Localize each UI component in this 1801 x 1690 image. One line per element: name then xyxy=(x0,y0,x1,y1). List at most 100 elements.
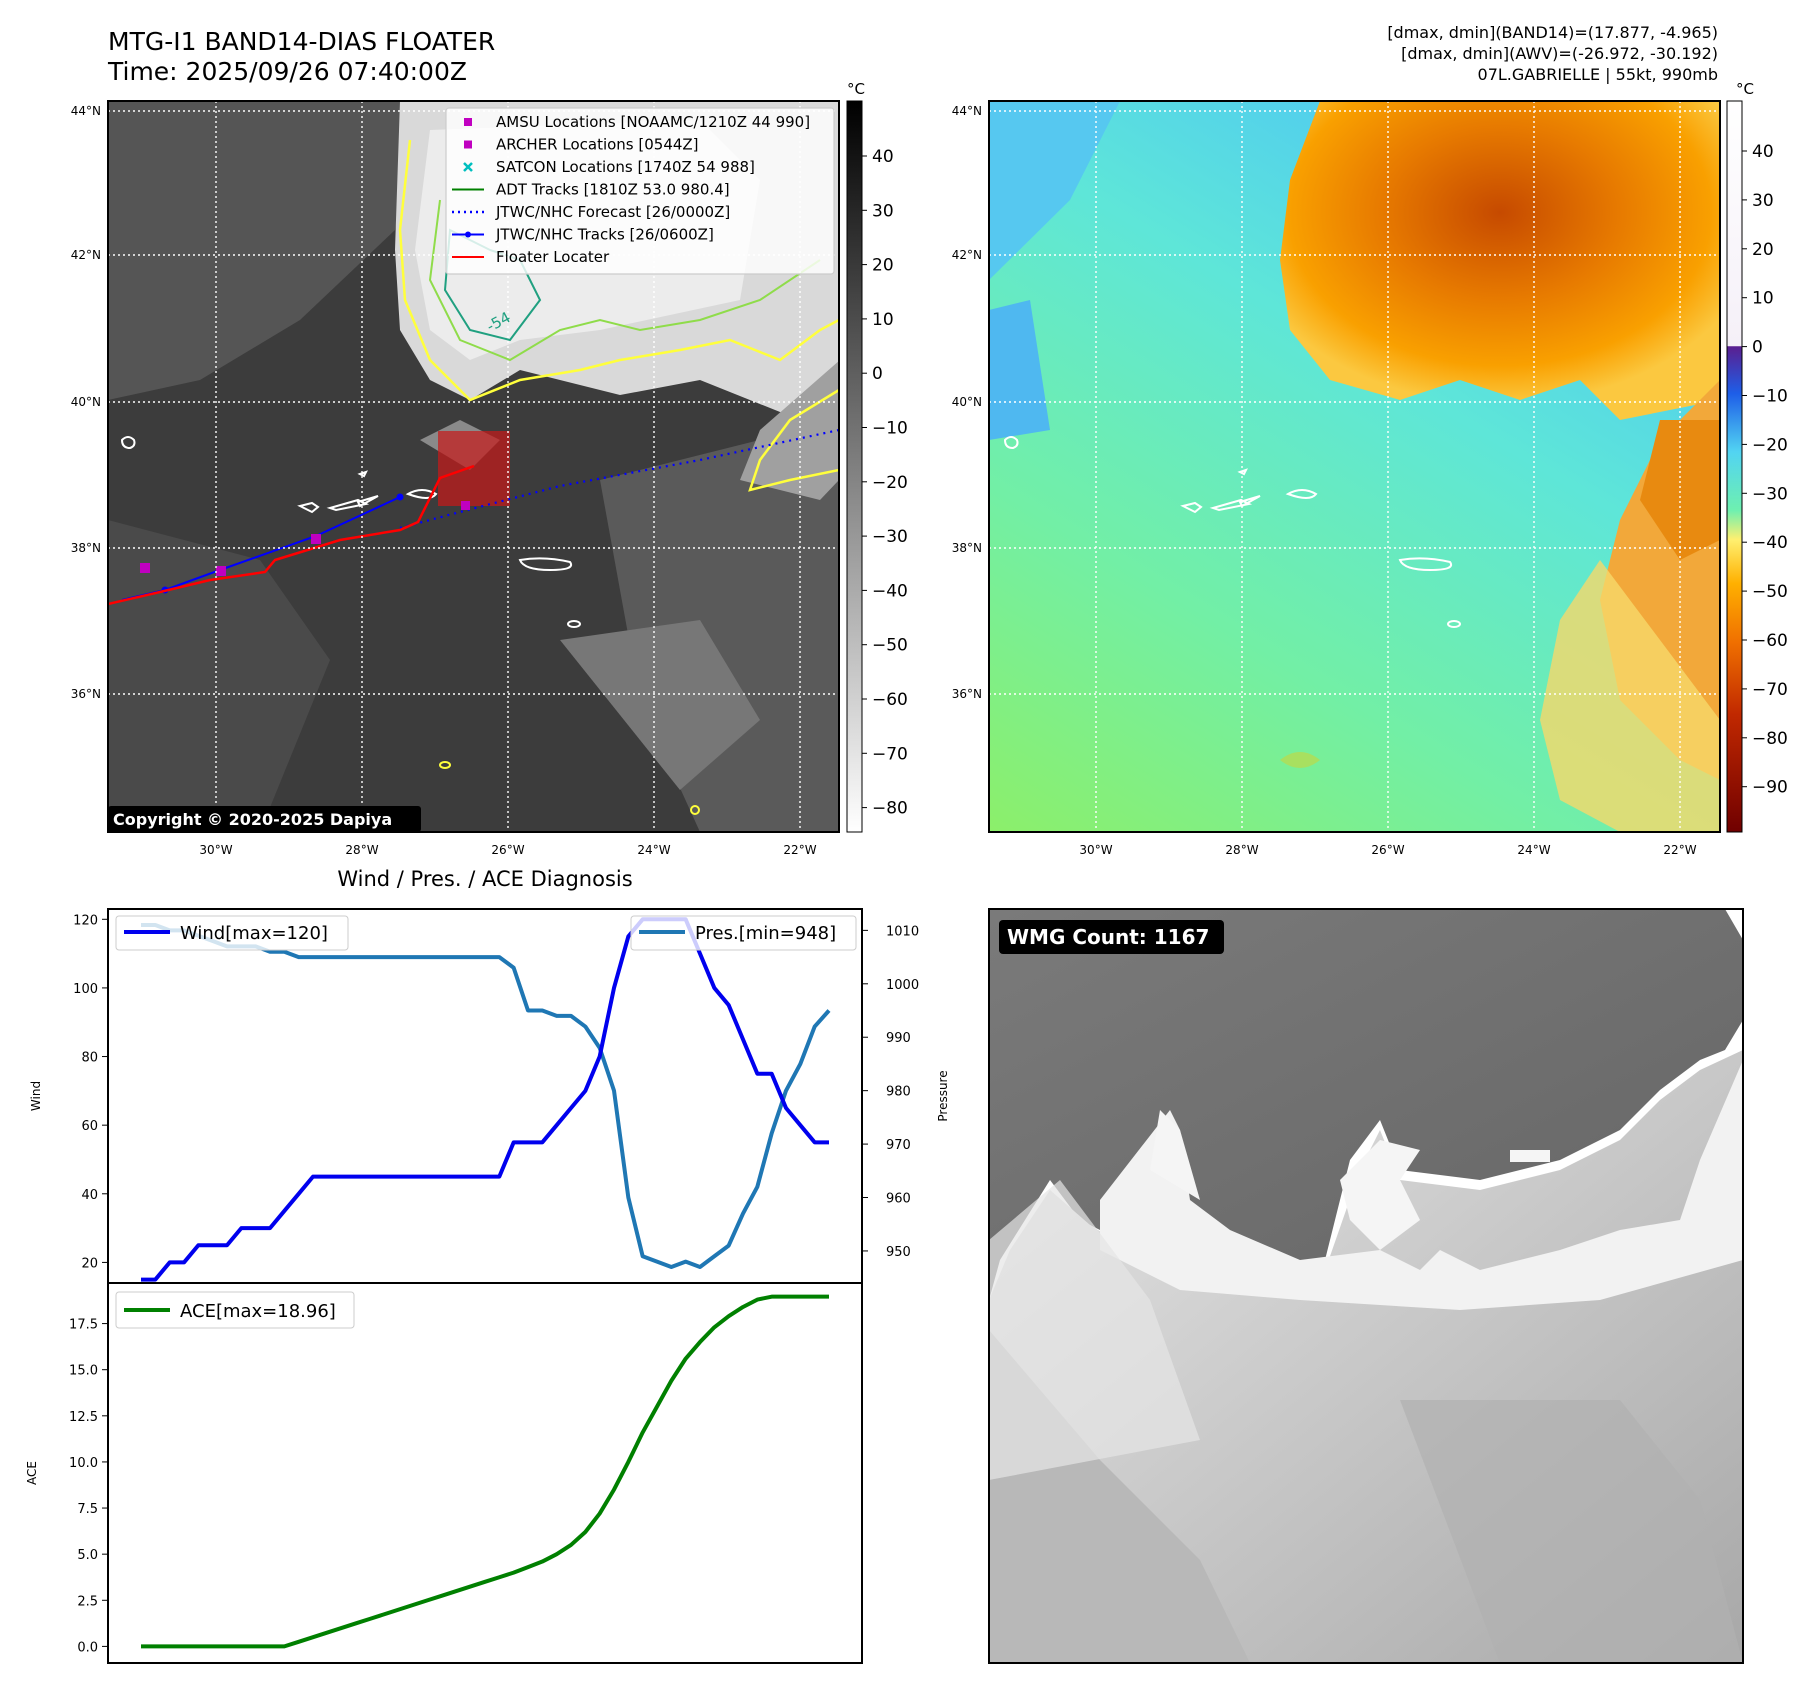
pressure-legend: Pres.[min=948] xyxy=(630,915,857,951)
lat-label: 38°N xyxy=(71,541,101,555)
y-tick-label: 120 xyxy=(73,913,98,928)
y2-tick-label: 980 xyxy=(886,1085,911,1100)
pressure-axis-ticks: 1010 1000 990 980 970 960 950 xyxy=(862,924,919,1260)
lat-label: 40°N xyxy=(71,395,101,409)
legend-label: Floater Locater xyxy=(496,248,610,266)
y-tick-label: 2.5 xyxy=(77,1594,98,1609)
colorbar-tick-label: −20 xyxy=(1752,435,1788,455)
y-tick-label: 12.5 xyxy=(69,1410,98,1425)
ace-axes xyxy=(107,1282,863,1664)
diag-title: Wind / Pres. / ACE Diagnosis xyxy=(337,867,632,891)
colorbar-tick-label: 0 xyxy=(1752,338,1763,358)
wind-pres-axes xyxy=(107,908,863,1284)
y-tick-label: 20 xyxy=(81,1256,98,1271)
lat-label: 38°N xyxy=(952,541,982,555)
colorbar-tick-label: −70 xyxy=(1752,680,1788,700)
colorbar-tick-label: −30 xyxy=(872,527,908,547)
ir-colorbar-unit: °C xyxy=(847,80,865,98)
colorbar-tick-label: −40 xyxy=(872,581,908,601)
y2-tick-label: 1000 xyxy=(886,978,919,993)
colorbar-tick-label: 40 xyxy=(872,147,894,167)
lon-label: 30°W xyxy=(199,843,232,857)
colorbar-tick-label: −60 xyxy=(872,690,908,710)
ir-panel: -54 AMSU Locations [NOAAMC/1210Z 44 990]… xyxy=(71,80,908,857)
legend-marker-dot xyxy=(465,231,471,238)
ace-series-line xyxy=(141,1294,829,1649)
y2-tick-label: 950 xyxy=(886,1245,911,1260)
colorbar-tick-label: −50 xyxy=(872,636,908,656)
lat-label: 36°N xyxy=(71,687,101,701)
diag-panel: Wind / Pres. / ACE Diagnosis 120 100 80 60 4… xyxy=(25,867,950,1664)
y-tick-label: 15.0 xyxy=(69,1364,98,1379)
pressure-ylabel: Pressure xyxy=(936,1070,950,1121)
y-tick-label: 7.5 xyxy=(77,1502,98,1517)
legend-marker xyxy=(463,162,473,172)
copyright-text: Copyright © 2020-2025 Dapiya xyxy=(113,810,392,829)
colorbar-tick-label: −80 xyxy=(872,799,908,819)
colorbar-tick-label: −90 xyxy=(1752,778,1788,798)
lat-label: 40°N xyxy=(952,395,982,409)
lat-label: 36°N xyxy=(952,687,982,701)
y2-tick-label: 960 xyxy=(886,1192,911,1207)
colorbar-tick-label: −30 xyxy=(1752,484,1788,504)
legend-label: ADT Tracks [1810Z 53.0 980.4] xyxy=(496,181,730,199)
y2-tick-label: 990 xyxy=(886,1031,911,1046)
legend-label: AMSU Locations [NOAAMC/1210Z 44 990] xyxy=(496,113,810,131)
lat-label: 42°N xyxy=(71,248,101,262)
y-tick-label: 80 xyxy=(81,1051,98,1066)
colorbar-tick-label: 10 xyxy=(872,310,894,330)
wv-gridlines xyxy=(989,101,1720,832)
stats-awv: [dmax, dmin](AWV)=(-26.972, -30.192) xyxy=(1401,44,1718,63)
legend-marker xyxy=(464,118,472,126)
lon-label: 22°W xyxy=(783,843,816,857)
lon-label: 26°W xyxy=(491,843,524,857)
legend-label: JTWC/NHC Forecast [26/0000Z] xyxy=(495,203,730,221)
copyright-badge xyxy=(108,806,421,832)
ace-ylabel: ACE xyxy=(25,1461,39,1485)
wv-panel: °C 403020100−10−20−30−40−50−60−70−80−90 … xyxy=(952,80,1788,857)
y-tick-label: 17.5 xyxy=(69,1318,98,1333)
colorbar-tick-label: 20 xyxy=(1752,240,1774,260)
colorbar-tick-label: −10 xyxy=(872,419,908,439)
wmg-panel: WMG Count: 1167 xyxy=(988,908,1744,1664)
colorbar-tick-label: −70 xyxy=(872,744,908,764)
colorbar-tick-label: −10 xyxy=(1752,387,1788,407)
y2-tick-label: 1010 xyxy=(886,924,919,939)
lon-label: 26°W xyxy=(1371,843,1404,857)
ir-colorbar-ticks: 40 30 20 10 0 −10 −20 −30 −40 −50 −60 −70 −80 xyxy=(862,147,908,819)
wmg-count-badge xyxy=(999,920,1224,954)
pressure-legend-label: Pres.[min=948] xyxy=(695,923,836,944)
lon-label: 24°W xyxy=(637,843,670,857)
colorbar-tick-label: −40 xyxy=(1752,533,1788,553)
wind-legend: Wind[max=120] xyxy=(115,915,349,951)
lon-label: 28°W xyxy=(1225,843,1258,857)
ace-axis-ticks: 17.5 15.0 12.5 10.0 7.5 5.0 2.5 0.0 xyxy=(69,1318,108,1655)
lon-label: 24°W xyxy=(1517,843,1550,857)
colorbar-tick-label: 10 xyxy=(1752,289,1774,309)
wind-axis-ticks: 120 100 80 60 40 20 xyxy=(73,913,108,1271)
lat-label: 44°N xyxy=(71,104,101,118)
ir-colorbar xyxy=(846,100,863,833)
wind-legend-label: Wind[max=120] xyxy=(180,923,328,944)
colorbar-tick-label: 30 xyxy=(1752,191,1774,211)
lon-label: 30°W xyxy=(1079,843,1112,857)
colorbar-tick-label: 0 xyxy=(872,364,883,384)
wv-colorbar-ticks: 40 30 20 10 0 −10 −20 −30 −40 −50 −60 −70 −80 −90 xyxy=(1742,142,1788,798)
legend-label: SATCON Locations [1740Z 54 988] xyxy=(496,158,755,176)
legend-marker xyxy=(464,140,472,149)
colorbar-tick-label: −80 xyxy=(1752,729,1788,749)
colorbar-tick-label: 30 xyxy=(872,201,894,221)
wind-ylabel: Wind xyxy=(29,1081,43,1111)
figure-title-line1: MTG-I1 BAND14-DIAS FLOATER xyxy=(108,27,496,56)
lat-label: 44°N xyxy=(952,104,982,118)
legend-label: ARCHER Locations [0544Z] xyxy=(496,136,699,154)
stats-band14: [dmax, dmin](BAND14)=(17.877, -4.965) xyxy=(1387,23,1718,42)
wind-series-line xyxy=(141,917,829,1282)
wv-colorbar-unit: °C xyxy=(1736,80,1754,98)
wv-lat-labels: 44°N 42°N 40°N 38°N 36°N xyxy=(952,104,982,701)
legend-label: JTWC/NHC Tracks [26/0600Z] xyxy=(495,226,714,244)
wv-colorbar xyxy=(1726,100,1743,833)
ir-lon-labels: 30°W 28°W 26°W 24°W 22°W xyxy=(199,843,816,857)
y2-tick-label: 970 xyxy=(886,1138,911,1153)
ir-lat-labels: 44°N 42°N 40°N 38°N 36°N xyxy=(71,104,101,701)
